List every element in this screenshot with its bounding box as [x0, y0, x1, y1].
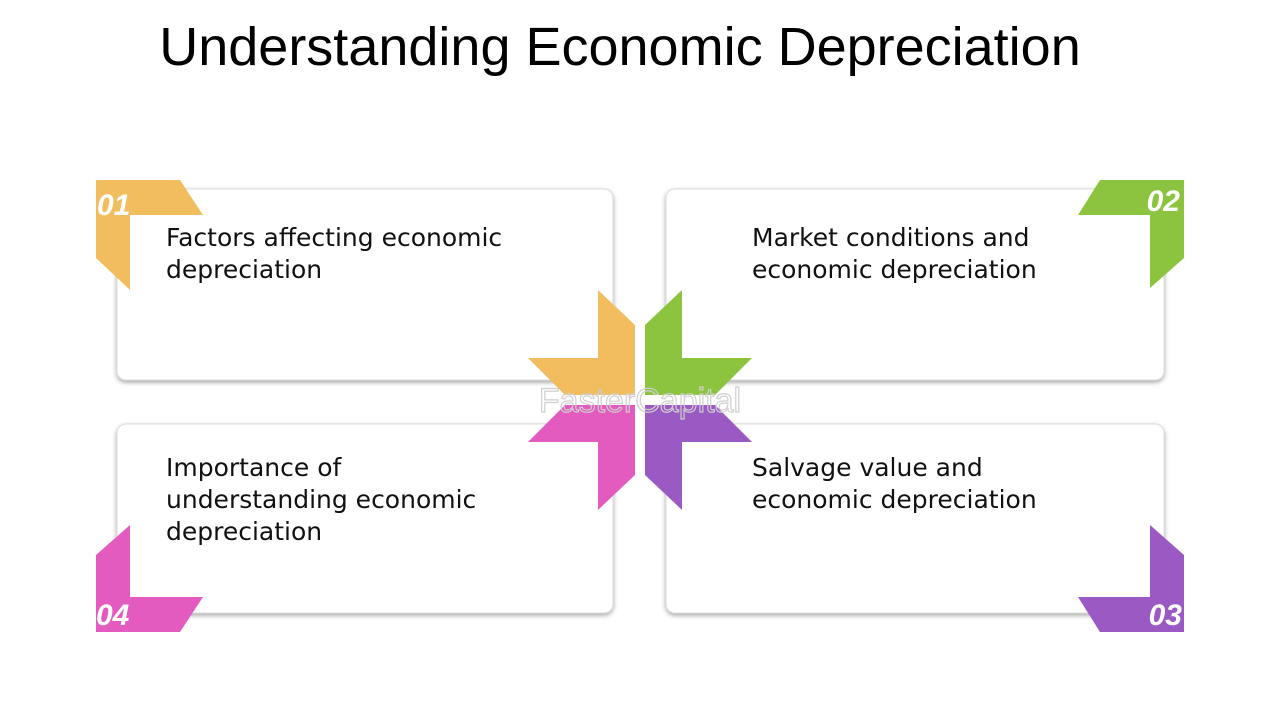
- item-text: economic depreciation: [752, 255, 1037, 284]
- title: Understanding Economic Depreciation: [159, 17, 1081, 77]
- card: [116, 188, 614, 381]
- item-text: Market conditions and: [752, 223, 1029, 252]
- ribbon: [1078, 180, 1184, 288]
- item-text: depreciation: [166, 517, 322, 546]
- card: [116, 423, 614, 614]
- arrow: [528, 405, 635, 510]
- ribbon: [96, 525, 203, 632]
- item-text: Factors affecting economic: [166, 223, 502, 252]
- item-text: Importance of: [166, 453, 343, 482]
- item-text: understanding economic: [166, 485, 476, 514]
- arrow: [645, 405, 752, 510]
- item-text: Salvage value and: [752, 453, 983, 482]
- arrow: [528, 290, 635, 395]
- item-text: depreciation: [166, 255, 322, 284]
- ribbon: [96, 180, 203, 290]
- item-number: 03: [1149, 599, 1183, 632]
- ribbon: [1078, 525, 1184, 632]
- item-text: economic depreciation: [752, 485, 1037, 514]
- card: [665, 188, 1165, 381]
- watermark: FasterCapital: [539, 382, 741, 420]
- item-number: 04: [96, 599, 130, 632]
- item-number: 01: [97, 189, 130, 222]
- arrow: [645, 290, 752, 395]
- item-number: 02: [1147, 185, 1181, 218]
- card: [665, 423, 1165, 614]
